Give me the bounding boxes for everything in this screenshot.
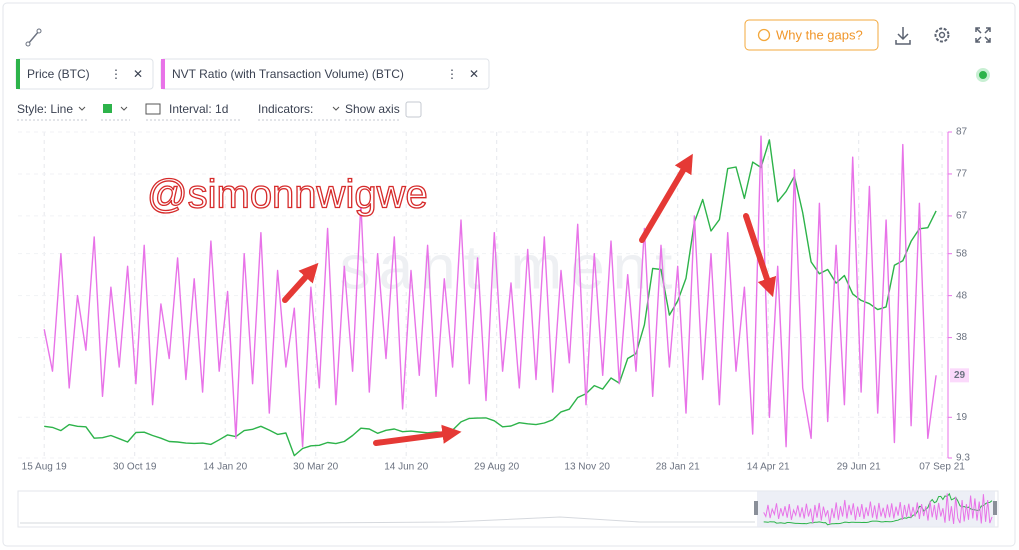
- x-tick-label: 07 Sep 21: [919, 462, 965, 473]
- x-tick-label: 14 Apr 21: [747, 462, 790, 473]
- chip-close[interactable]: ✕: [133, 67, 143, 81]
- chip-menu[interactable]: ⋮: [446, 67, 458, 81]
- draw-tool[interactable]: [25, 28, 42, 47]
- navigator-line: [763, 493, 993, 524]
- interval-icon: [145, 103, 161, 115]
- y-tick-label: 19: [956, 412, 968, 423]
- y-tick-label: 38: [956, 332, 968, 343]
- color-select[interactable]: [103, 104, 112, 113]
- navigator-handle[interactable]: [993, 501, 997, 515]
- metric-label: Price (BTC): [27, 67, 90, 81]
- settings-icon[interactable]: [934, 27, 950, 43]
- chevron: [120, 106, 128, 111]
- last-value-label: 29: [954, 370, 966, 381]
- chevron: [78, 106, 86, 111]
- y-tick-label: 77: [956, 169, 968, 180]
- interval-select[interactable]: Interval: 1d: [169, 102, 228, 116]
- navigator-plot: [763, 492, 993, 526]
- x-tick-label: 15 Aug 19: [22, 462, 67, 473]
- x-tick-label: 30 Oct 19: [113, 462, 157, 473]
- plot: [43, 135, 937, 457]
- show-axis-label: Show axis: [345, 102, 400, 116]
- gaps-button[interactable]: [744, 19, 879, 51]
- navigator-handle[interactable]: [754, 501, 758, 515]
- axes: 15 Aug 19 30 Oct 19 14 Jan 20 30 Mar 20 14 J…: [22, 127, 971, 473]
- x-tick-label: 13 Nov 20: [564, 462, 610, 473]
- y-tick-label: 48: [956, 290, 968, 301]
- gaps-label: Why the gaps?: [776, 27, 863, 42]
- download-icon[interactable]: [895, 27, 911, 45]
- x-tick-label: 29 Jun 21: [837, 462, 881, 473]
- navigator-line: [763, 492, 993, 526]
- y-tick-label: 58: [956, 248, 968, 259]
- style-select[interactable]: Style: Line: [17, 102, 73, 116]
- navigator-history: [20, 516, 755, 524]
- y-tick-label: 67: [956, 211, 968, 222]
- chevron: [332, 106, 340, 111]
- live-indicator: [976, 68, 990, 82]
- x-tick-label: 29 Aug 20: [474, 462, 519, 473]
- arrows: [282, 153, 777, 446]
- last-value-badge: [950, 368, 969, 383]
- help-icon: [757, 28, 771, 42]
- x-tick-label: 14 Jan 20: [203, 462, 247, 473]
- series-line: [44, 139, 937, 457]
- chip-color: [16, 59, 20, 89]
- x-tick-label: 28 Jan 21: [656, 462, 700, 473]
- x-tick-label: 30 Mar 20: [293, 462, 338, 473]
- fullscreen-icon[interactable]: [975, 27, 991, 43]
- show-axis-checkbox[interactable]: [405, 101, 422, 118]
- x-tick-label: 14 Jun 20: [384, 462, 428, 473]
- metric-label: NVT Ratio (with Transaction Volume) (BTC…: [172, 67, 404, 81]
- chip-close[interactable]: ✕: [469, 67, 479, 81]
- annotation: @simonnwigwe: [147, 173, 428, 217]
- chip-color: [161, 59, 165, 89]
- y-tick-label: 87: [956, 127, 968, 138]
- indicators-select[interactable]: Indicators:: [258, 102, 313, 116]
- series-line: [43, 135, 937, 448]
- y-tick-label: 9.3: [956, 453, 970, 464]
- chip-menu[interactable]: ⋮: [110, 67, 122, 81]
